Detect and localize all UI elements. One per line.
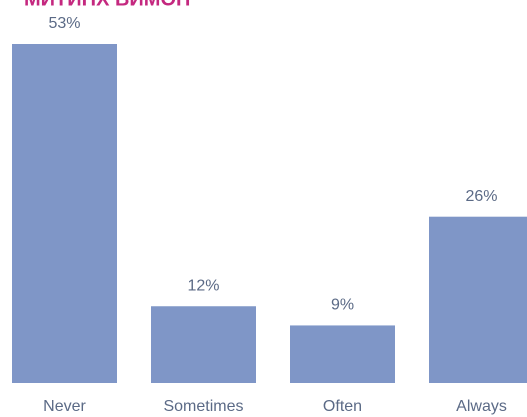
x-tick-label: Never [43,398,86,415]
x-tick-label: Sometimes [163,398,243,415]
x-tick-label: Often [323,398,362,415]
value-label: 9% [331,297,354,314]
x-tick-label: Always [456,398,507,415]
bar [290,325,395,383]
bar [12,44,117,383]
bar [429,216,527,383]
value-label: 12% [187,277,219,294]
bar [151,306,256,383]
value-label: 26% [465,188,497,205]
value-label: 53% [48,15,80,32]
chart-title: МИТИНХ ВИМОП [24,0,190,10]
